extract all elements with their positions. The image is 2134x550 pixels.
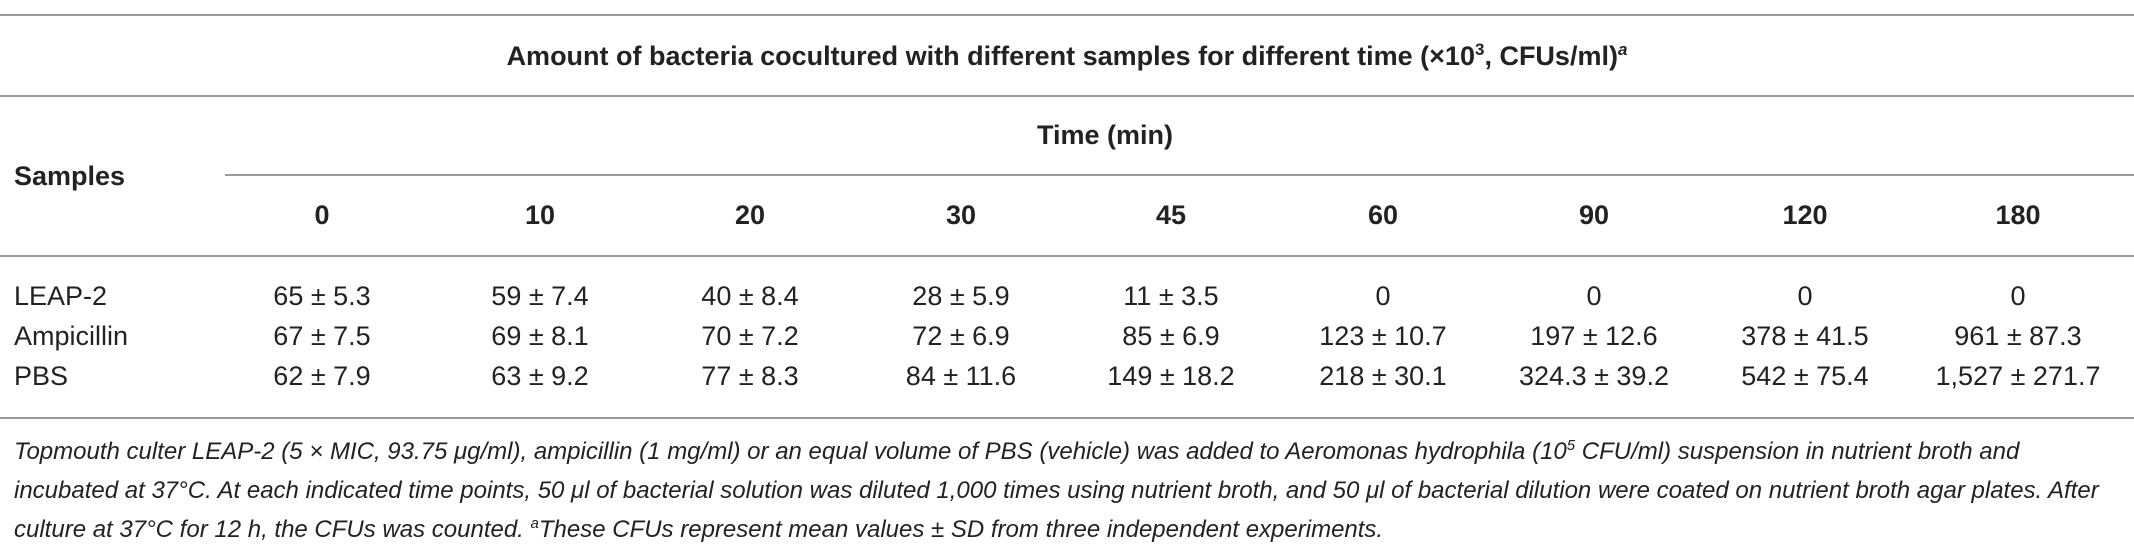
table-cell: 59 ± 7.4 (491, 281, 589, 311)
samples-header: Samples (14, 161, 126, 191)
table-cell: 85 ± 6.9 (1122, 321, 1220, 351)
table-cell: 40 ± 8.4 (701, 281, 799, 311)
table-cell: 11 ± 3.5 (1123, 281, 1219, 311)
column-header-120: 120 (1782, 200, 1828, 230)
title-rule (0, 95, 2134, 97)
table-cell: 67 ± 7.5 (273, 321, 371, 351)
table-cell: 197 ± 12.6 (1530, 321, 1658, 351)
top-rule (0, 14, 2134, 16)
table-cell: 70 ± 7.2 (701, 321, 799, 351)
table-cell: 542 ± 75.4 (1741, 361, 1869, 391)
table-footnote: Topmouth culter LEAP-2 (5 × MIC, 93.75 μ… (14, 437, 2099, 543)
column-header-20: 20 (734, 200, 766, 230)
table-cell: 77 ± 8.3 (701, 361, 799, 391)
table-cell: 1,527 ± 271.7 (1935, 361, 2101, 391)
table-cell: 0 (1375, 281, 1391, 311)
row-label-ampicillin: Ampicillin (14, 321, 129, 351)
table-cell: 0 (2010, 281, 2026, 311)
time-header: Time (min) (1036, 120, 1173, 150)
time-rule (225, 174, 2134, 176)
table-cell: 0 (1797, 281, 1813, 311)
table-cell: 149 ± 18.2 (1107, 361, 1235, 391)
column-header-90: 90 (1578, 200, 1610, 230)
row-label-leap2: LEAP-2 (14, 281, 108, 311)
bottom-rule (0, 417, 2134, 419)
table-cell: 84 ± 11.6 (905, 361, 1017, 391)
column-header-10: 10 (524, 200, 556, 230)
column-header-45: 45 (1155, 200, 1187, 230)
column-header-0: 0 (314, 200, 330, 230)
table-title: Amount of bacteria cocultured with diffe… (506, 40, 1628, 71)
table-cell: 65 ± 5.3 (273, 281, 371, 311)
table-cell: 123 ± 10.7 (1319, 321, 1447, 351)
column-header-30: 30 (945, 200, 977, 230)
column-header-180: 180 (1995, 200, 2041, 230)
row-label-pbs: PBS (14, 361, 69, 391)
table-cell: 63 ± 9.2 (491, 361, 589, 391)
table-cell: 28 ± 5.9 (912, 281, 1010, 311)
header-rule (0, 255, 2134, 257)
table-cell: 218 ± 30.1 (1319, 361, 1447, 391)
table-cell: 324.3 ± 39.2 (1519, 361, 1669, 391)
table-cell: 0 (1586, 281, 1602, 311)
table-cell: 62 ± 7.9 (273, 361, 371, 391)
table-cell: 378 ± 41.5 (1741, 321, 1869, 351)
column-header-60: 60 (1367, 200, 1399, 230)
table-cell: 69 ± 8.1 (491, 321, 589, 351)
table-cell: 961 ± 87.3 (1954, 321, 2082, 351)
table-cell: 72 ± 6.9 (912, 321, 1010, 351)
